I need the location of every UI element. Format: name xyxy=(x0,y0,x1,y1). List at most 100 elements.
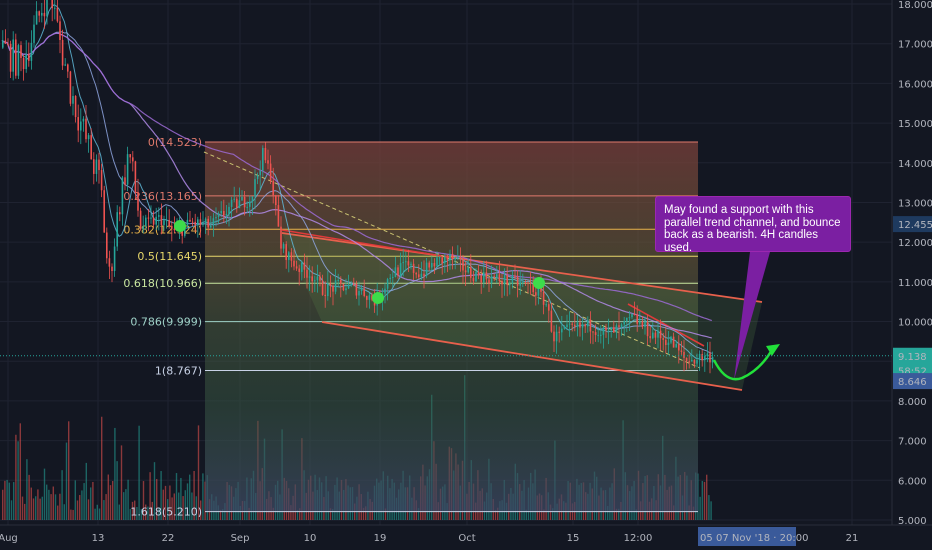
candle-body xyxy=(363,288,365,297)
volume-bar xyxy=(329,508,332,520)
candle-body xyxy=(69,71,72,104)
time-tick-label: 10 xyxy=(304,533,317,544)
candle-body xyxy=(308,276,311,278)
candle-body xyxy=(537,288,540,296)
candle-body xyxy=(451,253,454,260)
volume-bar xyxy=(74,480,76,520)
volume-bar xyxy=(41,496,43,520)
price-tag-8: 8.646 xyxy=(898,377,927,388)
candle-body xyxy=(394,267,397,277)
channel-upper-line xyxy=(281,232,763,303)
candle-body xyxy=(535,292,537,296)
candle-body xyxy=(444,256,446,264)
candle-body xyxy=(516,276,519,286)
volume-bar xyxy=(365,506,367,520)
candle-body xyxy=(594,332,597,335)
volume-bar xyxy=(615,508,618,520)
candle-body xyxy=(568,323,571,325)
volume-bar xyxy=(332,509,334,520)
candle-body xyxy=(587,319,589,327)
candle-body xyxy=(571,323,573,325)
candle-body xyxy=(412,263,415,273)
channel-fill xyxy=(282,233,762,390)
fib-level-label: 0.236(13.165) xyxy=(123,190,202,203)
volume-bar xyxy=(162,489,164,520)
candle-body xyxy=(693,360,696,364)
candle-body xyxy=(163,220,165,225)
candle-body xyxy=(301,262,303,272)
candle-body xyxy=(145,217,147,227)
candle-body xyxy=(498,274,501,282)
volume-bar xyxy=(703,481,706,520)
volume-bar xyxy=(140,508,142,520)
candle-body xyxy=(228,206,230,214)
candle-body xyxy=(207,218,209,228)
candle-body xyxy=(340,279,342,284)
candle-body xyxy=(290,252,293,261)
support-marker xyxy=(372,292,384,304)
candle-body xyxy=(532,283,534,293)
volume-bar xyxy=(109,485,112,520)
candle-body xyxy=(197,219,199,226)
candle-body xyxy=(527,282,529,284)
volume-bar xyxy=(120,445,123,520)
candle-body xyxy=(457,256,459,258)
fib-level-label: 1.618(5.210) xyxy=(130,506,202,519)
candle-body xyxy=(233,198,235,200)
candle-body xyxy=(77,117,79,131)
volume-bar xyxy=(153,462,156,520)
candle-body xyxy=(688,361,690,363)
price-axis[interactable]: 18.000 17.000 16.000 15.000 14.000 13.000 12.0… xyxy=(891,0,932,550)
candle-body xyxy=(173,228,176,231)
candle-body xyxy=(7,43,9,45)
candle-body xyxy=(488,279,490,284)
candle-body xyxy=(56,7,59,22)
candle-body xyxy=(623,321,625,325)
volume-bar xyxy=(195,496,197,520)
candle-body xyxy=(93,159,95,174)
candle-body xyxy=(431,262,433,268)
candle-body xyxy=(80,121,82,131)
candle-body xyxy=(672,336,675,348)
price-tick-label: 11.000 xyxy=(898,278,932,289)
volume-bar xyxy=(543,509,545,520)
candle-body xyxy=(82,118,85,122)
volume-bar xyxy=(79,495,81,520)
fib-level-label: 0(14.523) xyxy=(148,136,202,149)
volume-bar xyxy=(32,498,35,520)
volume-bar xyxy=(48,489,50,520)
candle-body xyxy=(90,135,92,160)
price-tick-label: 13.000 xyxy=(898,198,932,209)
candle-body xyxy=(155,216,157,225)
candle-body xyxy=(306,269,308,278)
candle-body xyxy=(704,356,706,361)
bounce-arrow xyxy=(712,349,774,381)
candle-body xyxy=(137,192,139,211)
volume-bar xyxy=(699,496,701,520)
candle-body xyxy=(607,329,610,331)
candle-body xyxy=(618,325,620,327)
candle-body xyxy=(366,296,368,300)
candle-body xyxy=(106,232,108,259)
volume-bar xyxy=(384,508,387,520)
volume-bar xyxy=(173,493,175,520)
volume-bar xyxy=(19,423,21,520)
bounce-arrowhead xyxy=(766,344,780,356)
candle-body xyxy=(350,283,352,285)
candle-body xyxy=(524,282,527,284)
candle-body xyxy=(360,288,363,292)
time-axis[interactable]: Aug 13 22 Sep 10 19 Oct 15 12:00 21 05 07 Nov '18 ·… xyxy=(0,524,932,550)
moving-average-line xyxy=(1,32,712,322)
candle-body xyxy=(217,213,220,218)
price-tick-label: 12.000 xyxy=(898,238,932,249)
volume-bar xyxy=(272,507,274,520)
volume-bar xyxy=(94,508,96,520)
volume-bar xyxy=(169,485,171,520)
candle-body xyxy=(358,291,360,296)
volume-bar xyxy=(114,427,116,520)
price-tick-label: 8.000 xyxy=(898,397,927,408)
analysis-note[interactable]: May found a support with this parallel t… xyxy=(655,196,851,254)
drawing-overlays[interactable] xyxy=(0,220,892,381)
candle-body xyxy=(298,268,300,272)
